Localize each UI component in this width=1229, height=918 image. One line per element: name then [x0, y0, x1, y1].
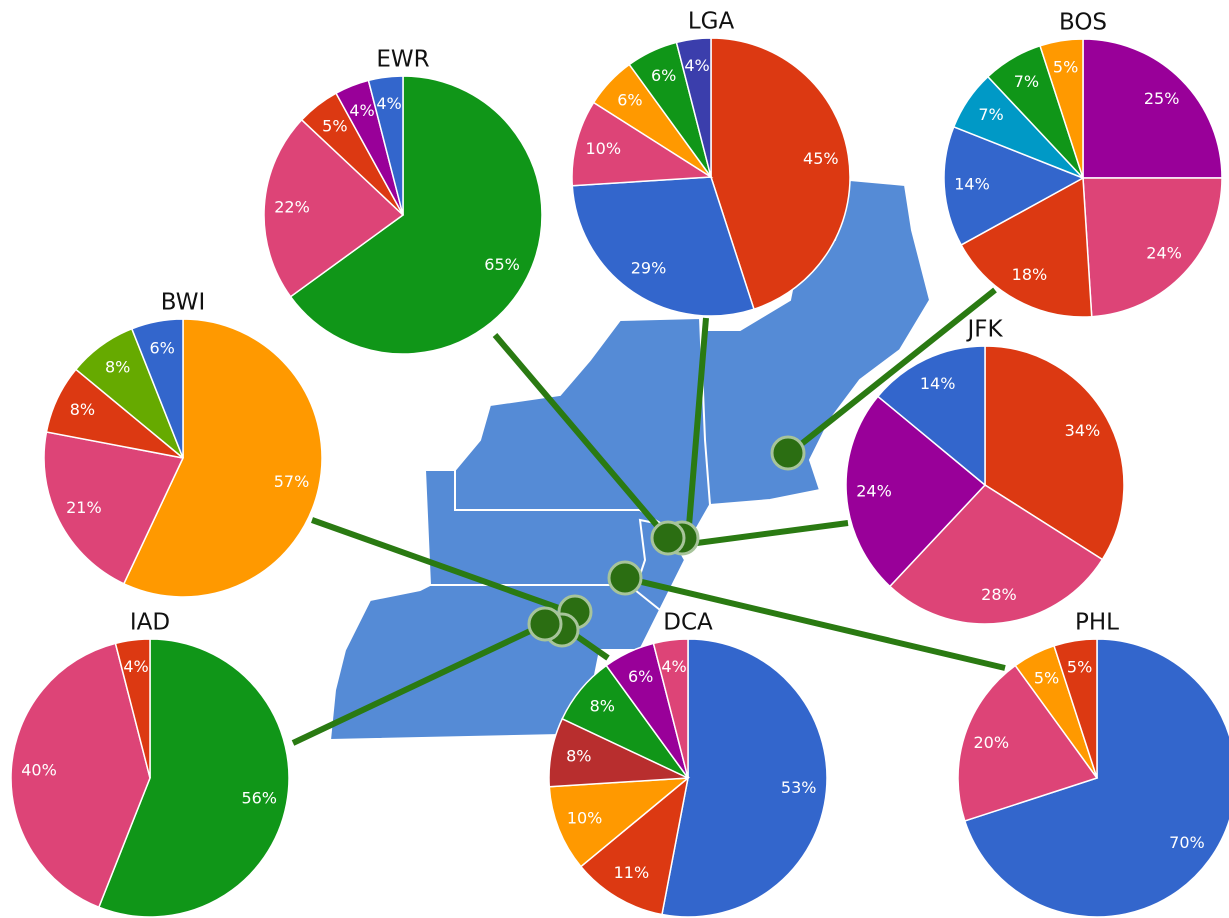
- connector: [310, 517, 572, 615]
- region-new-york: [454, 316, 712, 542]
- pie-slice: [10, 642, 151, 909]
- slice-label: 4%: [123, 657, 148, 676]
- slice-label: 10%: [567, 808, 603, 827]
- slice-label: 6%: [651, 66, 676, 85]
- slice-label: 34%: [1065, 421, 1101, 440]
- connector: [788, 287, 997, 456]
- connector: [624, 575, 1006, 671]
- slice-label: 5%: [1034, 668, 1059, 687]
- pie-slice: [845, 395, 987, 588]
- pie-slice: [675, 37, 712, 178]
- slice-label: 22%: [274, 198, 310, 217]
- pie-slice: [1082, 177, 1223, 318]
- slice-label: 10%: [586, 139, 622, 158]
- slice-label: 5%: [1067, 658, 1092, 677]
- pie-slice: [957, 664, 1099, 822]
- slice-label: 24%: [856, 481, 892, 500]
- connector: [291, 621, 547, 746]
- slice-label: 7%: [978, 105, 1003, 124]
- pie-slice: [367, 75, 404, 216]
- pie-slice: [963, 638, 1229, 918]
- pie-title: IAD: [130, 610, 170, 636]
- slice-label: 8%: [566, 747, 591, 766]
- slice-label: 8%: [590, 697, 615, 716]
- slice-label: 6%: [149, 338, 174, 357]
- slice-label: 45%: [803, 149, 839, 168]
- slice-label: 70%: [1169, 833, 1205, 852]
- airport-dot: [607, 560, 643, 596]
- pie-slice: [548, 777, 691, 868]
- slice-label: 4%: [349, 101, 374, 120]
- pie-slice: [1053, 638, 1098, 779]
- pie-slice: [888, 484, 1104, 625]
- slice-label: 14%: [954, 174, 990, 193]
- slice-label: 25%: [1144, 89, 1180, 108]
- pie-slice: [571, 101, 714, 187]
- pie-slice: [114, 638, 151, 779]
- pie-slice: [661, 638, 828, 918]
- pie-slice: [122, 318, 323, 598]
- pie-title: BWI: [161, 290, 205, 316]
- pie-slice: [1039, 38, 1084, 179]
- slice-label: 4%: [376, 94, 401, 113]
- pie-slice: [710, 37, 851, 311]
- slice-label: 56%: [241, 788, 277, 807]
- map: [328, 178, 932, 742]
- connector: [492, 333, 668, 537]
- pie-slice: [571, 176, 755, 317]
- connectors: [291, 287, 1006, 746]
- pie-title: EWR: [376, 47, 429, 73]
- slice-label: 8%: [105, 358, 130, 377]
- slice-label: 21%: [66, 498, 102, 517]
- slice-label: 5%: [1053, 58, 1078, 77]
- slice-label: 40%: [21, 761, 57, 780]
- pie-slice: [289, 75, 543, 355]
- slice-label: 18%: [1012, 265, 1048, 284]
- airport-dot: [527, 606, 563, 642]
- pie-slice: [263, 118, 405, 298]
- slice-label: 6%: [628, 667, 653, 686]
- pie-slice: [984, 345, 1125, 561]
- pie-slice: [1082, 38, 1223, 179]
- slice-label: 24%: [1146, 244, 1182, 263]
- pie-title: PHL: [1075, 610, 1119, 636]
- slice-label: 53%: [781, 778, 817, 797]
- pie-slice: [960, 176, 1093, 318]
- pie-slice: [943, 125, 1085, 246]
- pie-title: BOS: [1059, 10, 1107, 36]
- pie-slice: [579, 776, 690, 916]
- slice-label: 4%: [684, 56, 709, 75]
- slice-label: 20%: [973, 733, 1009, 752]
- pie-title: JFK: [965, 317, 1003, 343]
- pie-slice: [130, 318, 184, 459]
- slice-label: 8%: [70, 400, 95, 419]
- slice-label: 65%: [484, 255, 520, 274]
- pie-title: LGA: [688, 9, 735, 35]
- slice-label: 7%: [1014, 72, 1039, 91]
- slice-label: 5%: [322, 117, 347, 136]
- pie-slice: [652, 638, 689, 779]
- airport-dot: [650, 520, 686, 556]
- slice-label: 11%: [614, 863, 650, 882]
- pie-slice: [97, 638, 290, 918]
- pie-title: DCA: [663, 610, 713, 636]
- airports: [527, 435, 806, 648]
- slice-label: 6%: [617, 90, 642, 109]
- pie-slice: [876, 345, 986, 487]
- slice-label: 57%: [274, 472, 310, 491]
- slice-label: 28%: [981, 585, 1017, 604]
- pie-slice: [43, 431, 185, 585]
- slice-label: 14%: [920, 374, 956, 393]
- connector: [685, 317, 709, 539]
- slice-label: 4%: [661, 657, 686, 676]
- airport-dot: [770, 435, 806, 471]
- slice-label: 29%: [631, 258, 667, 277]
- connector: [681, 520, 849, 548]
